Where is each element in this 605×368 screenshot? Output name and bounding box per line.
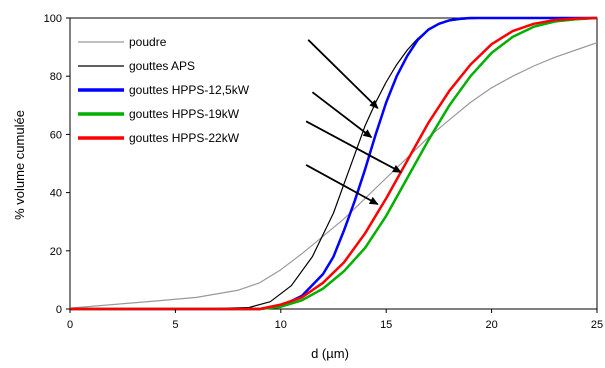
legend-label-0: poudre: [129, 35, 167, 49]
x-tick-label-4: 20: [485, 319, 497, 331]
x-tick-label-0: 0: [67, 319, 73, 331]
x-tick-label-1: 5: [172, 319, 178, 331]
legend-label-1: gouttes APS: [129, 59, 195, 73]
x-tick-label-5: 25: [591, 319, 603, 331]
x-tick-label-2: 10: [275, 319, 287, 331]
y-tick-label-5: 100: [44, 13, 62, 25]
arrows: [305, 39, 402, 206]
y-tick-label-2: 40: [50, 188, 62, 200]
legend-label-2: gouttes HPPS-12,5kW: [129, 83, 250, 97]
legend-label-3: gouttes HPPS-19kW: [129, 107, 240, 121]
annotation-arrow-2: [305, 120, 402, 174]
series-line-4: [70, 16, 598, 311]
y-tick-label-0: 0: [56, 304, 62, 316]
series-line-2: [70, 16, 597, 311]
x-tick-label-3: 15: [380, 319, 392, 331]
x-axis-label: d (µm): [311, 346, 349, 361]
y-tick-label-4: 80: [50, 71, 62, 83]
curves: [69, 16, 598, 311]
y-tick-label-3: 60: [50, 129, 62, 141]
series-line-3: [70, 16, 598, 311]
legend-label-4: gouttes HPPS-22kW: [129, 131, 240, 145]
series-line-0: [69, 42, 598, 309]
annotation-arrow-0: [307, 39, 379, 109]
y-tick-label-1: 20: [50, 246, 62, 258]
plot-area: [69, 17, 598, 310]
x-axis-ticks: 0 5 10 15 20 25: [67, 309, 603, 331]
legend: poudre gouttes APS gouttes HPPS-12,5kW gout…: [78, 35, 250, 145]
annotation-arrow-3: [305, 164, 379, 206]
plot-frame: [69, 17, 598, 310]
y-axis-ticks: 0 20 40 60 80 100: [44, 13, 70, 316]
y-axis-label: % volume cumulée: [12, 110, 27, 220]
annotation-arrow-1: [311, 91, 373, 139]
